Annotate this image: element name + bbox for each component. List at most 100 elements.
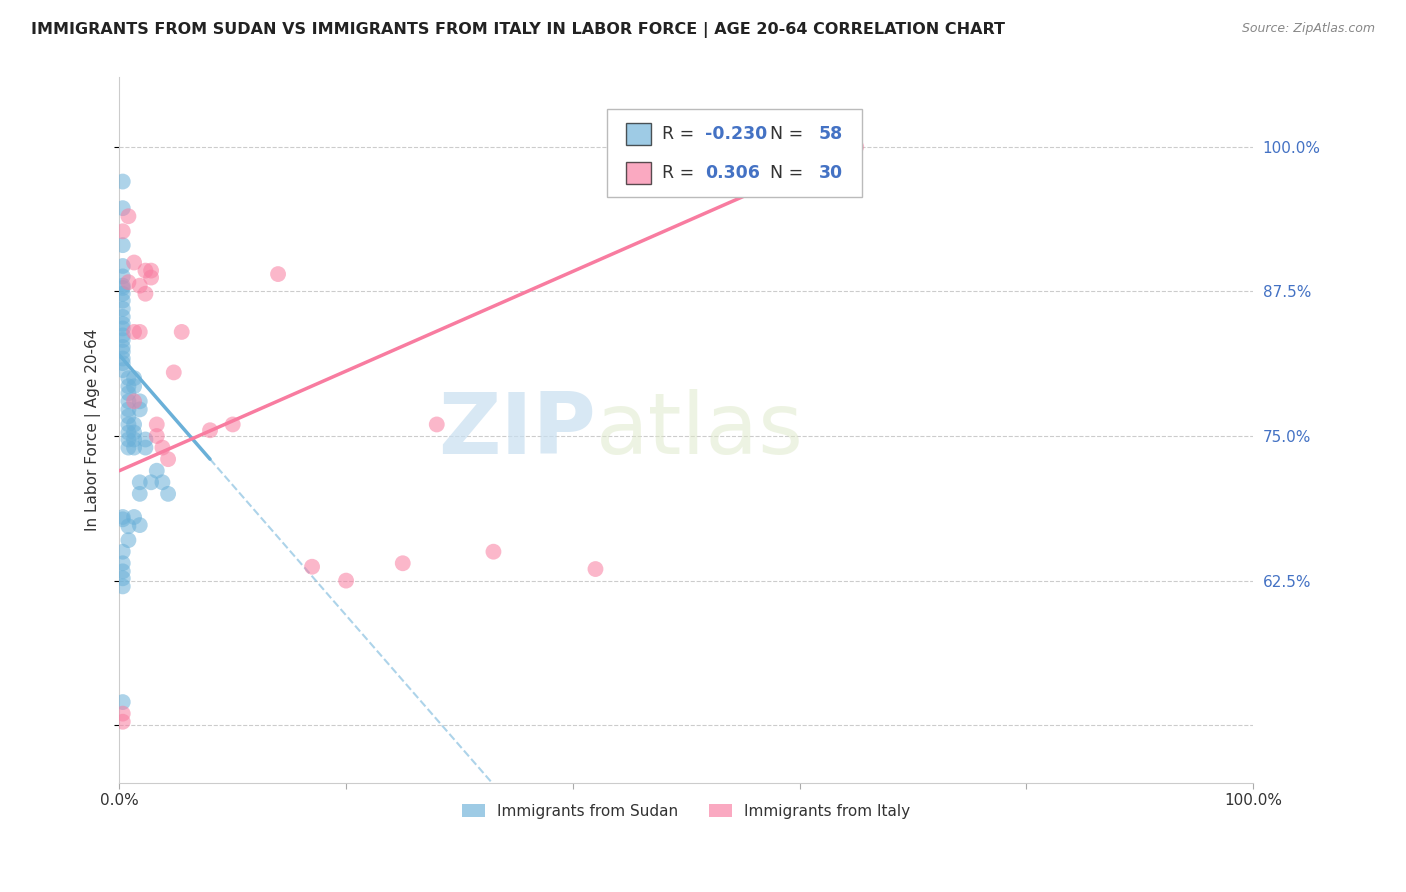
Point — [111, 286, 134, 301]
Legend: Immigrants from Sudan, Immigrants from Italy: Immigrants from Sudan, Immigrants from I… — [456, 797, 917, 825]
Text: ZIP: ZIP — [437, 389, 596, 472]
Point — [111, 510, 134, 524]
Y-axis label: In Labor Force | Age 20-64: In Labor Force | Age 20-64 — [86, 329, 101, 532]
Point — [117, 275, 139, 289]
Point — [111, 281, 134, 295]
Point — [111, 356, 134, 370]
Point — [122, 394, 145, 409]
Text: 58: 58 — [818, 125, 844, 143]
Point — [301, 559, 323, 574]
Point — [111, 317, 134, 331]
Point — [111, 259, 134, 273]
Point — [117, 441, 139, 455]
Point — [111, 301, 134, 316]
Point — [122, 510, 145, 524]
Point — [134, 441, 156, 455]
Text: IMMIGRANTS FROM SUDAN VS IMMIGRANTS FROM ITALY IN LABOR FORCE | AGE 20-64 CORREL: IMMIGRANTS FROM SUDAN VS IMMIGRANTS FROM… — [31, 22, 1005, 38]
Point — [117, 209, 139, 223]
Point — [139, 263, 162, 277]
Text: atlas: atlas — [596, 389, 803, 472]
Point — [111, 238, 134, 252]
Point — [111, 544, 134, 558]
Point — [111, 310, 134, 324]
Text: 0.306: 0.306 — [706, 164, 761, 182]
Point — [117, 402, 139, 417]
Point — [111, 512, 134, 526]
Point — [152, 441, 174, 455]
Text: N =: N = — [759, 125, 808, 143]
Text: 30: 30 — [818, 164, 844, 182]
Point — [122, 255, 145, 269]
Point — [111, 321, 134, 335]
Point — [111, 328, 134, 343]
Point — [134, 263, 156, 277]
Point — [128, 278, 150, 293]
Point — [111, 571, 134, 585]
Point — [122, 417, 145, 432]
Point — [335, 574, 357, 588]
Text: Source: ZipAtlas.com: Source: ZipAtlas.com — [1241, 22, 1375, 36]
Point — [111, 175, 134, 189]
FancyBboxPatch shape — [626, 161, 651, 184]
Point — [111, 695, 134, 709]
Point — [117, 417, 139, 432]
Point — [117, 386, 139, 401]
Point — [117, 379, 139, 393]
Point — [426, 417, 449, 432]
Point — [111, 201, 134, 215]
Point — [128, 325, 150, 339]
Point — [391, 556, 413, 570]
Point — [111, 714, 134, 729]
Text: N =: N = — [759, 164, 808, 182]
Point — [111, 224, 134, 238]
Point — [122, 425, 145, 440]
Point — [117, 533, 139, 548]
Text: R =: R = — [662, 125, 700, 143]
Point — [145, 464, 167, 478]
Point — [163, 365, 186, 379]
Point — [128, 475, 150, 490]
Point — [117, 519, 139, 533]
Point — [122, 379, 145, 393]
Point — [170, 325, 193, 339]
Point — [111, 363, 134, 377]
Point — [111, 293, 134, 308]
Point — [111, 565, 134, 579]
Point — [145, 429, 167, 443]
Point — [139, 270, 162, 285]
Text: -0.230: -0.230 — [706, 125, 768, 143]
Point — [267, 267, 290, 281]
Point — [157, 487, 180, 501]
Point — [122, 433, 145, 447]
Point — [134, 433, 156, 447]
Text: R =: R = — [662, 164, 706, 182]
Point — [111, 351, 134, 366]
Point — [198, 423, 221, 437]
Point — [122, 325, 145, 339]
Point — [111, 340, 134, 354]
Point — [111, 333, 134, 347]
Point — [111, 278, 134, 293]
Point — [122, 371, 145, 385]
Point — [117, 371, 139, 385]
Point — [152, 475, 174, 490]
Point — [111, 344, 134, 359]
Point — [145, 417, 167, 432]
Point — [845, 140, 868, 154]
Point — [122, 441, 145, 455]
Point — [128, 518, 150, 533]
Point — [117, 409, 139, 424]
Point — [117, 394, 139, 409]
Point — [585, 562, 607, 576]
Point — [111, 579, 134, 593]
FancyBboxPatch shape — [626, 122, 651, 145]
Point — [117, 433, 139, 447]
Point — [157, 452, 180, 467]
FancyBboxPatch shape — [607, 109, 862, 197]
Point — [117, 425, 139, 440]
Point — [111, 706, 134, 721]
Point — [134, 286, 156, 301]
Point — [482, 544, 505, 558]
Point — [128, 402, 150, 417]
Point — [139, 475, 162, 490]
